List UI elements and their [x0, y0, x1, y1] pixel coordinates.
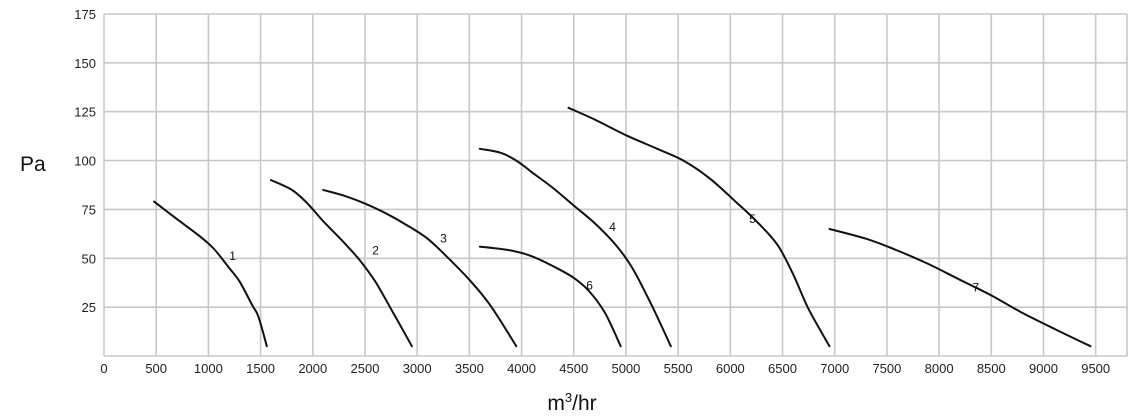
y-tick-label: 100 — [74, 154, 96, 169]
x-tick-label: 2500 — [351, 361, 380, 376]
y-axis-ticks: 25 50 75 100 125 150 175 — [74, 7, 96, 315]
y-tick-label: 75 — [82, 202, 96, 217]
x-tick-label: 7000 — [820, 361, 849, 376]
curve-3 — [322, 188, 518, 348]
chart-grid — [103, 13, 1128, 357]
curve-label-1: 1 — [229, 249, 236, 263]
x-tick-label: 1000 — [194, 361, 223, 376]
y-tick-label: 175 — [74, 7, 96, 22]
curve-label-3: 3 — [440, 232, 447, 246]
curve-2 — [270, 179, 413, 348]
curve-labels: 1 2 3 4 5 6 7 — [229, 212, 979, 294]
x-tick-label: 9500 — [1081, 361, 1110, 376]
chart-curves — [153, 106, 1092, 348]
x-tick-label: 8000 — [925, 361, 954, 376]
curve-label-2: 2 — [372, 243, 379, 257]
curve-label-6: 6 — [586, 279, 593, 293]
x-tick-label: 4500 — [559, 361, 588, 376]
curve-label-7: 7 — [973, 281, 980, 295]
y-tick-label: 125 — [74, 105, 96, 120]
x-tick-label: 500 — [145, 361, 167, 376]
x-tick-label: 6500 — [768, 361, 797, 376]
x-tick-label: 4000 — [507, 361, 536, 376]
x-tick-label: 3000 — [403, 361, 432, 376]
x-tick-label: 1500 — [246, 361, 275, 376]
x-tick-label: 5500 — [664, 361, 693, 376]
y-axis-title: Pa — [20, 153, 46, 176]
curve-7 — [828, 228, 1092, 348]
x-axis-title: m3/hr — [547, 390, 596, 415]
y-tick-label: 50 — [82, 251, 96, 266]
x-axis-ticks: 0 500 1000 1500 2000 2500 3000 3500 4000 4500 5000… — [100, 361, 1110, 376]
y-tick-label: 150 — [74, 56, 96, 71]
curve-label-4: 4 — [609, 220, 616, 234]
curve-5 — [567, 106, 831, 348]
curve-label-5: 5 — [749, 212, 756, 226]
x-tick-label: 9000 — [1029, 361, 1058, 376]
x-tick-label: 2000 — [298, 361, 327, 376]
curve-6 — [478, 245, 622, 348]
x-tick-label: 3500 — [455, 361, 484, 376]
x-tick-label: 8500 — [977, 361, 1006, 376]
y-tick-label: 25 — [82, 300, 96, 315]
x-tick-label: 0 — [100, 361, 107, 376]
curve-1 — [153, 200, 268, 348]
x-tick-label: 5000 — [611, 361, 640, 376]
x-tick-label: 7500 — [872, 361, 901, 376]
x-tick-label: 6000 — [716, 361, 745, 376]
curve-4 — [478, 147, 672, 348]
